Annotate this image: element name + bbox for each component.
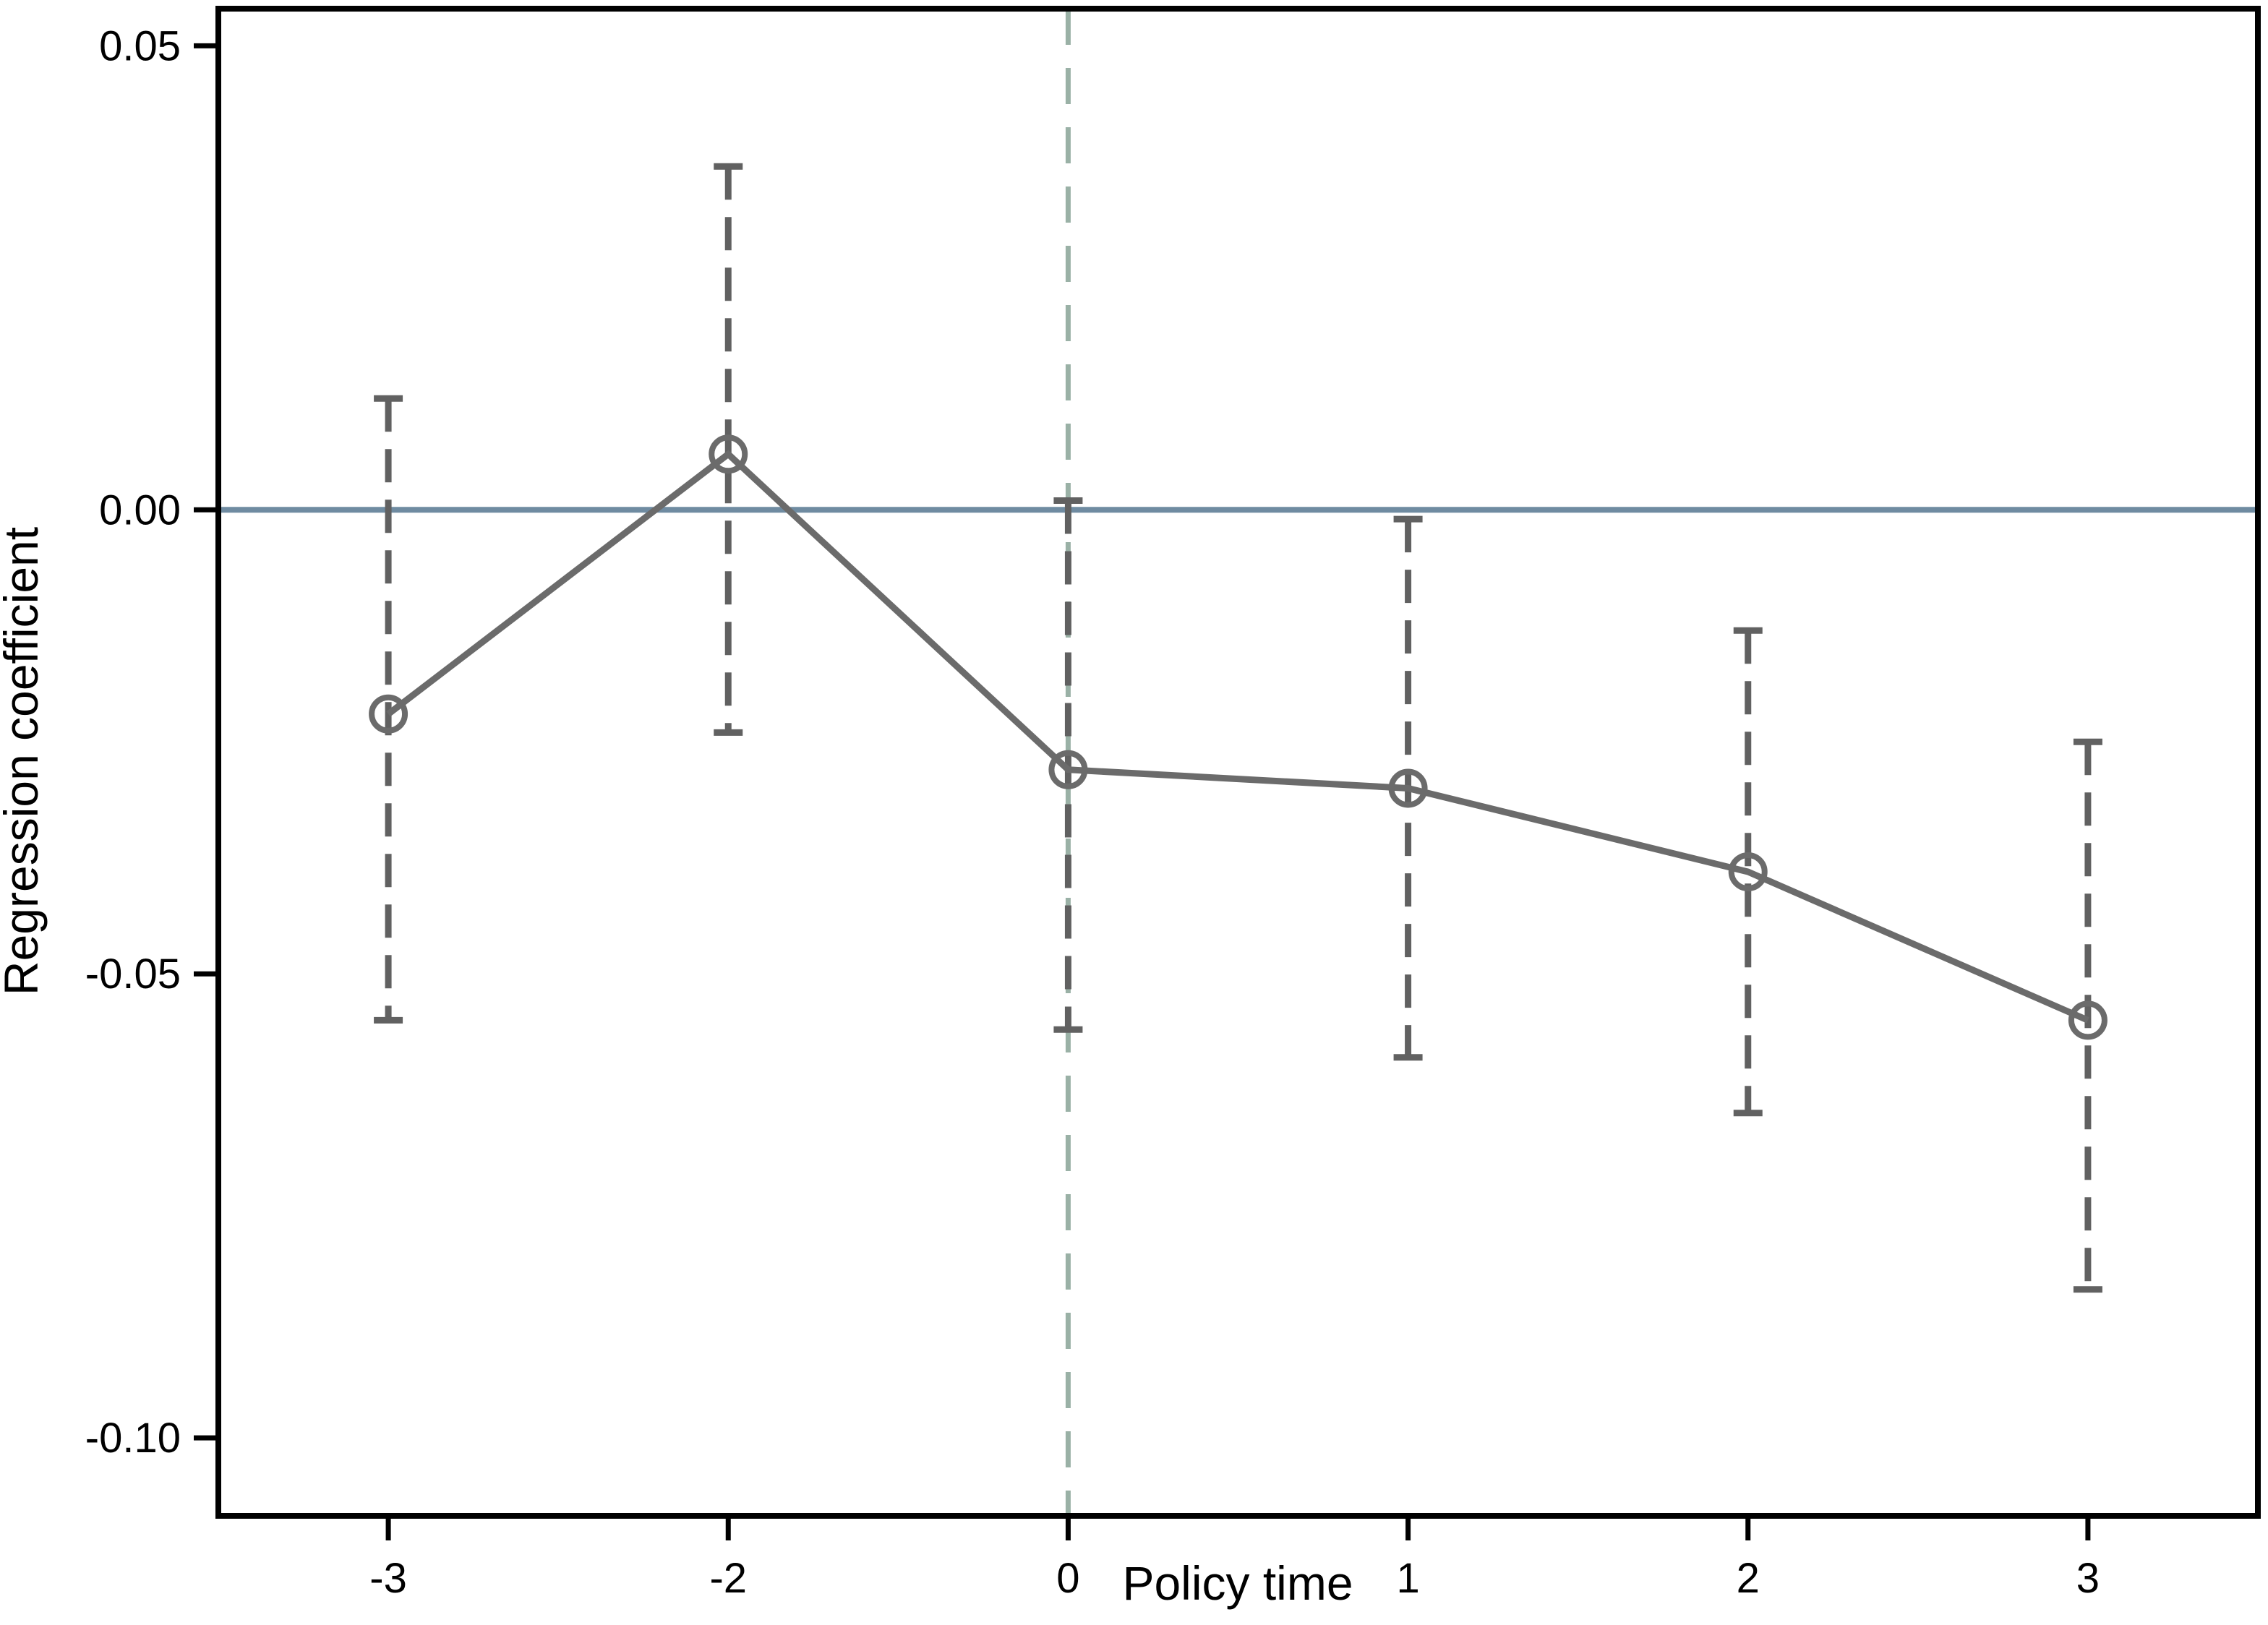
plot-border [215,6,2261,1519]
x-axis-tick-label: -3 [369,1555,407,1602]
y-axis-tick-label: 0.00 [99,486,181,533]
error-bar [714,163,743,736]
error-bar [374,395,403,1024]
y-axis-tick-label: 0.05 [99,22,181,69]
data-point-marker [1048,750,1088,789]
data-point-marker [1388,768,1428,808]
series-layer [369,434,2107,1040]
axis-layer: 0.05 0.00 -0.05 -0.10 -3 -2 0 1 2 3 [85,22,2100,1602]
x-axis-tick-label: 0 [1056,1555,1079,1602]
data-point-marker [2068,1000,2107,1040]
reference-lines-layer [218,9,2258,1516]
y-axis-tick-label: -0.10 [85,1415,181,1462]
data-point-marker [369,694,408,734]
x-axis-tick-label: -2 [709,1555,747,1602]
x-axis-title: Policy time [1122,1556,1353,1610]
y-axis-tick-label: -0.05 [85,951,181,998]
y-axis-title: Regression coefficient [0,527,48,995]
x-axis-tick-label: 3 [2076,1555,2100,1602]
series-line [386,450,2089,1024]
error-bar [2073,738,2102,1293]
confidence-interval-layer [374,163,2102,1293]
x-axis-tick-label: 2 [1737,1555,1760,1602]
data-point-marker [709,434,748,474]
x-axis-tick-label: 1 [1396,1555,1419,1602]
plot-frame-layer [215,6,2261,1519]
error-bar [1053,497,1083,1033]
data-point-marker [1728,852,1768,891]
error-bar [1733,627,1763,1117]
